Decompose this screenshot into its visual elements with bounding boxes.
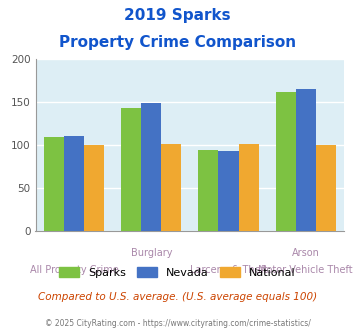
- Bar: [84, 145, 104, 231]
- Bar: [198, 150, 218, 231]
- Text: © 2025 CityRating.com - https://www.cityrating.com/crime-statistics/: © 2025 CityRating.com - https://www.city…: [45, 319, 310, 328]
- Text: Property Crime Comparison: Property Crime Comparison: [59, 35, 296, 50]
- Text: Burglary: Burglary: [131, 248, 172, 258]
- Bar: [44, 138, 64, 231]
- Text: 2019 Sparks: 2019 Sparks: [124, 8, 231, 23]
- Text: Motor Vehicle Theft: Motor Vehicle Theft: [258, 265, 353, 275]
- Text: Compared to U.S. average. (U.S. average equals 100): Compared to U.S. average. (U.S. average …: [38, 292, 317, 302]
- Bar: [218, 151, 239, 231]
- Bar: [316, 145, 336, 231]
- Bar: [141, 103, 162, 231]
- Legend: Sparks, Nevada, National: Sparks, Nevada, National: [55, 263, 300, 282]
- Bar: [239, 144, 259, 231]
- Text: All Property Crime: All Property Crime: [30, 265, 119, 275]
- Bar: [275, 92, 296, 231]
- Bar: [162, 144, 181, 231]
- Bar: [121, 108, 141, 231]
- Bar: [64, 136, 84, 231]
- Text: Larceny & Theft: Larceny & Theft: [190, 265, 267, 275]
- Text: Arson: Arson: [292, 248, 320, 258]
- Bar: [296, 89, 316, 231]
